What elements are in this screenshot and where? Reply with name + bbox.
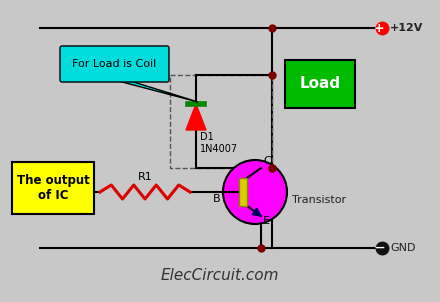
Text: Transistor: Transistor bbox=[292, 195, 346, 205]
Text: —: — bbox=[374, 243, 384, 253]
Text: E: E bbox=[263, 216, 270, 226]
Circle shape bbox=[223, 160, 287, 224]
Text: ElecCircuit.com: ElecCircuit.com bbox=[161, 268, 279, 284]
Polygon shape bbox=[114, 80, 198, 102]
Text: R1: R1 bbox=[138, 172, 152, 182]
Bar bbox=[239, 178, 247, 206]
Text: D1
1N4007: D1 1N4007 bbox=[200, 132, 238, 154]
Text: Load: Load bbox=[300, 76, 341, 92]
Polygon shape bbox=[252, 208, 261, 216]
Bar bbox=[12, 162, 94, 214]
Text: +: + bbox=[374, 21, 384, 34]
Polygon shape bbox=[186, 104, 206, 130]
Text: The output
of IC: The output of IC bbox=[17, 174, 89, 202]
Text: B: B bbox=[213, 194, 220, 204]
Text: C: C bbox=[263, 156, 271, 166]
Text: For Load is Coil: For Load is Coil bbox=[72, 59, 157, 69]
Text: +12V: +12V bbox=[390, 23, 423, 33]
Bar bbox=[285, 60, 355, 108]
Text: GND: GND bbox=[390, 243, 415, 253]
FancyBboxPatch shape bbox=[60, 46, 169, 82]
